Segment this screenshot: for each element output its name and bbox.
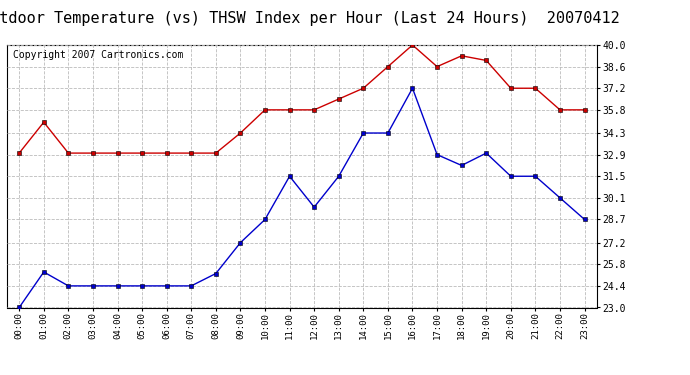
Text: Outdoor Temperature (vs) THSW Index per Hour (Last 24 Hours)  20070412: Outdoor Temperature (vs) THSW Index per … <box>0 11 620 26</box>
Text: Copyright 2007 Cartronics.com: Copyright 2007 Cartronics.com <box>13 50 183 60</box>
